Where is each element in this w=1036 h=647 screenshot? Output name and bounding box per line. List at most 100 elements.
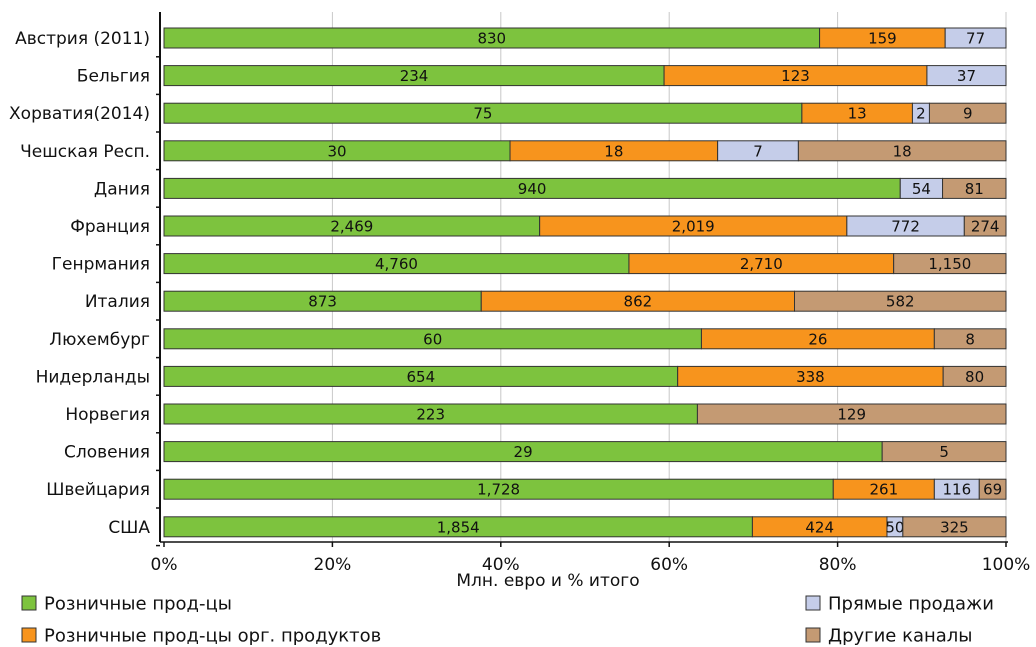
data-label: 5 bbox=[939, 443, 949, 461]
axes bbox=[159, 12, 1008, 543]
gridlines bbox=[163, 12, 1007, 547]
data-label: 1,150 bbox=[928, 255, 971, 273]
data-label: 1,728 bbox=[477, 481, 520, 499]
legend-item: Другие каналы bbox=[805, 626, 973, 647]
data-label: 1,854 bbox=[437, 518, 480, 536]
legend-label: Розничные прод-цы bbox=[44, 594, 232, 615]
bar-segment bbox=[881, 441, 1007, 463]
category-label: Чешская Респ. bbox=[20, 142, 150, 162]
bar-row: 940 54 81 bbox=[163, 177, 1007, 199]
legend-label: Розничные прод-цы орг. продуктов bbox=[44, 626, 381, 647]
data-label: 4,760 bbox=[375, 255, 418, 273]
bar-segment bbox=[928, 102, 1007, 124]
legend-label: Другие каналы bbox=[828, 626, 973, 647]
data-label: 129 bbox=[837, 406, 866, 424]
bar-row: 4,760 2,710 1,150 bbox=[163, 253, 1007, 275]
data-label: 261 bbox=[869, 481, 898, 499]
data-label: 77 bbox=[966, 30, 985, 48]
bar-row: 75 13 2 9 bbox=[163, 102, 1007, 124]
data-label: 60 bbox=[423, 330, 442, 348]
legend-swatch bbox=[805, 627, 821, 643]
data-label: 338 bbox=[796, 368, 825, 386]
category-label: Бельгия bbox=[77, 67, 150, 87]
data-label: 8 bbox=[965, 330, 975, 348]
legend-swatch bbox=[21, 595, 37, 611]
legend: Розничные прод-цы Розничные прод-цы орг. … bbox=[21, 594, 994, 647]
category-label: США bbox=[108, 518, 150, 538]
data-label: 582 bbox=[886, 293, 915, 311]
data-label: 9 bbox=[963, 105, 973, 123]
data-label: 862 bbox=[624, 293, 653, 311]
data-label: 26 bbox=[808, 330, 827, 348]
data-label: 18 bbox=[893, 142, 912, 160]
category-label: Хорватия(2014) bbox=[9, 104, 150, 124]
x-tick-label: 60% bbox=[650, 555, 688, 575]
category-label: Дания bbox=[94, 179, 150, 199]
category-label: Италия bbox=[85, 292, 150, 312]
data-label: 54 bbox=[912, 180, 931, 198]
bar-segment bbox=[902, 516, 1007, 538]
bar-row: 1,728 261 116 69 bbox=[163, 478, 1007, 500]
category-label: Австрия (2011) bbox=[15, 29, 150, 49]
bar-row: 654 338 80 bbox=[163, 365, 1007, 387]
data-label: 424 bbox=[805, 518, 834, 536]
data-label: 2,469 bbox=[330, 218, 373, 236]
data-label: 2,019 bbox=[672, 218, 715, 236]
data-label: 13 bbox=[848, 105, 867, 123]
data-label: 18 bbox=[604, 142, 623, 160]
data-label: 325 bbox=[940, 518, 969, 536]
data-label: 234 bbox=[400, 67, 429, 85]
data-label: 772 bbox=[891, 218, 920, 236]
category-labels: Австрия (2011) Бельгия Хорватия(2014) Чешск… bbox=[9, 29, 160, 547]
data-label: 940 bbox=[518, 180, 547, 198]
data-label: 50 bbox=[885, 518, 904, 536]
bar-row: 234 123 37 bbox=[163, 65, 1007, 87]
data-label: 29 bbox=[514, 443, 533, 461]
category-label: Франция bbox=[70, 217, 150, 237]
data-label: 2 bbox=[916, 105, 926, 123]
bar-segment bbox=[942, 365, 1007, 387]
x-tick-label: 100% bbox=[982, 555, 1031, 575]
bar-segment bbox=[942, 177, 1007, 199]
x-tick-label: 20% bbox=[314, 555, 352, 575]
bar-row: 29 5 bbox=[163, 441, 1007, 463]
legend-item: Розничные прод-цы bbox=[21, 594, 232, 615]
bar-segment bbox=[893, 253, 1007, 275]
bar-segment bbox=[944, 27, 1007, 49]
data-label: 654 bbox=[407, 368, 436, 386]
category-label: Швейцария bbox=[46, 480, 150, 500]
legend-item: Прямые продажи bbox=[805, 594, 994, 615]
legend-swatch bbox=[805, 595, 821, 611]
category-label: Генрмания bbox=[52, 255, 150, 275]
category-label: Норвегия bbox=[65, 405, 150, 425]
category-label: Словения bbox=[64, 443, 150, 463]
bar-segment bbox=[933, 328, 1007, 350]
bar-row: 873 862 582 bbox=[163, 290, 1007, 312]
bar-row: 1,854 424 50 325 bbox=[163, 516, 1007, 538]
x-axis-title: Млн. евро и % итого bbox=[456, 571, 639, 591]
data-label: 81 bbox=[965, 180, 984, 198]
legend-item: Розничные прод-цы орг. продуктов bbox=[21, 626, 381, 647]
bar-segment bbox=[978, 478, 1007, 500]
bar-segment bbox=[797, 140, 1007, 162]
x-tick-label: 40% bbox=[482, 555, 520, 575]
bar-segment bbox=[963, 215, 1007, 237]
bar-segment bbox=[794, 290, 1007, 312]
x-tick-label: 0% bbox=[151, 555, 178, 575]
data-label: 75 bbox=[473, 105, 492, 123]
data-label: 116 bbox=[942, 481, 971, 499]
x-tick-label: 80% bbox=[819, 555, 857, 575]
bar-segment bbox=[926, 65, 1007, 87]
data-label: 123 bbox=[781, 67, 810, 85]
data-label: 80 bbox=[965, 368, 984, 386]
x-tick-labels: 0% 20% 40% 60% 80% 100% bbox=[151, 555, 1031, 575]
category-label: Люхембург bbox=[49, 330, 150, 350]
bar-row: 2,469 2,019 772 274 bbox=[163, 215, 1007, 237]
data-label: 2,710 bbox=[740, 255, 783, 273]
data-label: 873 bbox=[308, 293, 337, 311]
data-label: 274 bbox=[971, 218, 1000, 236]
data-label: 159 bbox=[868, 30, 897, 48]
legend-swatch bbox=[21, 627, 37, 643]
